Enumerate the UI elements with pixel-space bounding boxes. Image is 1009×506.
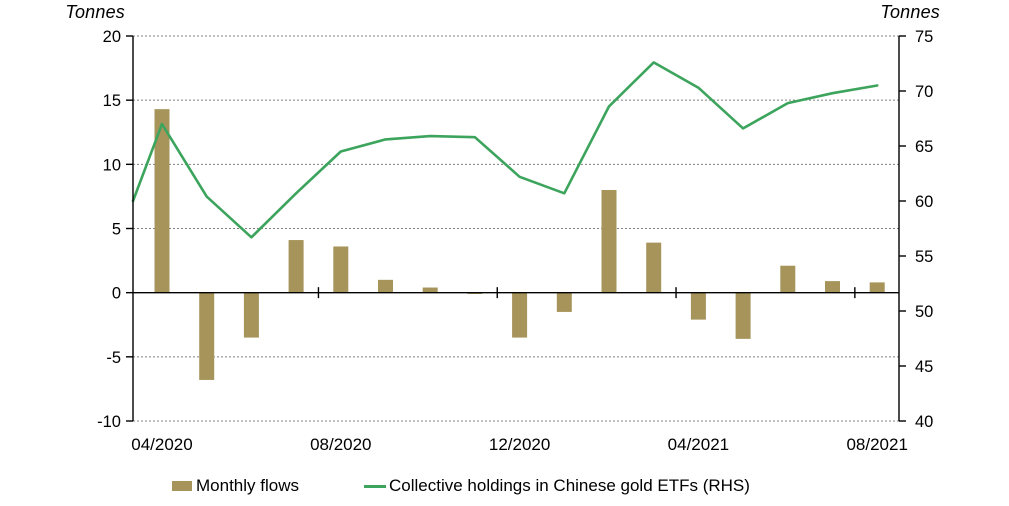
holdings-line <box>131 61 879 239</box>
bar-04/2020 <box>154 109 170 293</box>
left-axis-tick-label: 20 <box>103 28 121 46</box>
x-axis-label: 04/2020 <box>131 435 192 454</box>
legend-label-monthly-flows: Monthly flows <box>196 476 299 495</box>
right-axis-tick-label: 75 <box>915 28 933 46</box>
x-axis-label: 04/2021 <box>668 435 729 454</box>
bar-series-swatch-icon <box>172 481 192 491</box>
right-axis-tick-label: 60 <box>915 193 933 211</box>
x-axis-label: 08/2020 <box>310 435 371 454</box>
left-axis-tick-label: 0 <box>112 285 121 303</box>
bar-08/2020 <box>333 246 349 293</box>
bar-07/2021 <box>825 281 840 293</box>
line-series-swatch-icon <box>364 484 386 488</box>
left-axis-tick-label: -5 <box>106 349 121 367</box>
x-axis-label: 08/2021 <box>846 435 907 454</box>
legend-label-collective-holdings: Collective holdings in Chinese gold ETFs… <box>389 476 750 495</box>
right-axis-title: Tonnes <box>880 2 940 22</box>
left-axis-tick-label: -10 <box>97 413 121 431</box>
bar-12/2020 <box>512 292 528 338</box>
bar-01/2021 <box>556 292 572 312</box>
bar-05/2021 <box>735 292 751 339</box>
bar-08/2021 <box>869 282 885 293</box>
legend-item-collective-holdings: Collective holdings in Chinese gold ETFs… <box>364 476 750 496</box>
left-axis-tick-label: 5 <box>112 221 121 239</box>
right-axis-tick-label: 40 <box>915 413 933 431</box>
bar-10/2020 <box>422 287 438 293</box>
right-axis-tick-label: 65 <box>915 138 933 156</box>
bar-06/2021 <box>780 265 796 293</box>
bar-04/2021 <box>690 292 706 320</box>
bar-03/2021 <box>646 242 662 293</box>
left-axis-tick-label: 15 <box>103 92 121 110</box>
right-axis-tick-label: 45 <box>915 358 933 376</box>
right-axis-tick-label: 50 <box>915 303 933 321</box>
left-axis-tick-label: 10 <box>103 156 121 174</box>
left-axis-title: Tonnes <box>65 2 125 22</box>
bar-09/2020 <box>378 279 393 293</box>
right-axis-tick-label: 70 <box>915 83 933 101</box>
legend-item-monthly-flows: Monthly flows <box>172 476 299 496</box>
x-axis-label: 12/2020 <box>489 435 550 454</box>
right-axis-tick-label: 55 <box>915 248 933 266</box>
bar-07/2020 <box>288 240 304 293</box>
bar-05/2020 <box>199 292 215 380</box>
bar-02/2021 <box>601 190 617 293</box>
bar-06/2020 <box>243 292 259 338</box>
